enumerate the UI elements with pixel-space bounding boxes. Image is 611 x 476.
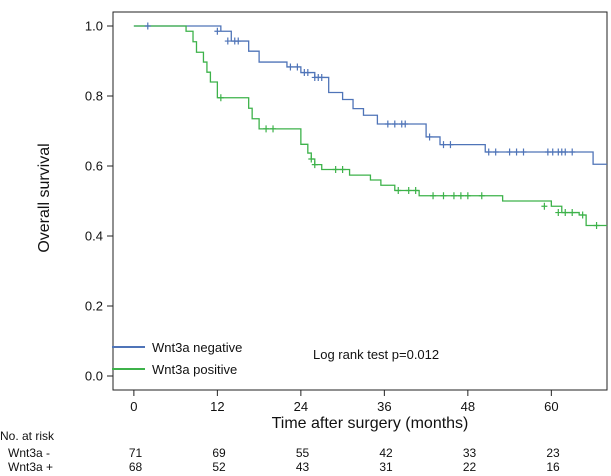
x-axis: 0 12 24 36 48 60 bbox=[130, 390, 559, 414]
censor-mark-wnt3a-negative bbox=[549, 148, 556, 156]
x-tick-label: 24 bbox=[294, 399, 308, 414]
censor-mark-wnt3a-positive bbox=[450, 192, 457, 200]
censor-mark-wnt3a-positive bbox=[332, 166, 339, 173]
censor-mark-wnt3a-negative bbox=[384, 120, 391, 128]
censor-mark-wnt3a-negative bbox=[520, 148, 527, 156]
censor-mark-wnt3a-positive bbox=[308, 155, 315, 163]
censor-mark-wnt3a-positive bbox=[569, 209, 576, 217]
censor-mark-wnt3a-positive bbox=[478, 192, 485, 200]
censor-mark-wnt3a-negative bbox=[506, 148, 513, 156]
censor-mark-wnt3a-negative bbox=[224, 37, 231, 45]
risk-group-label-positive: Wnt3a + bbox=[8, 460, 53, 474]
legend-label-wnt3a-positive: Wnt3a positive bbox=[152, 362, 237, 377]
x-tick-label: 36 bbox=[377, 399, 391, 414]
y-axis: 0.0 0.2 0.4 0.6 0.8 1.0 bbox=[85, 19, 113, 384]
censor-mark-wnt3a-positive bbox=[263, 125, 270, 133]
censor-mark-wnt3a-negative bbox=[569, 148, 576, 156]
risk-value: 42 bbox=[379, 446, 393, 460]
survival-curve-wnt3a-positive bbox=[133, 25, 607, 227]
censor-mark-wnt3a-positive bbox=[555, 209, 562, 217]
censor-mark-wnt3a-positive bbox=[440, 192, 447, 200]
censor-mark-wnt3a-negative bbox=[426, 133, 433, 141]
censor-mark-wnt3a-positive bbox=[412, 187, 419, 194]
censor-mark-wnt3a-positive bbox=[270, 125, 277, 133]
risk-value: 23 bbox=[546, 446, 560, 460]
risk-value: 52 bbox=[212, 460, 226, 474]
censor-mark-wnt3a-negative bbox=[440, 141, 447, 149]
censor-mark-wnt3a-negative bbox=[513, 148, 520, 156]
risk-value: 33 bbox=[463, 446, 477, 460]
legend: Wnt3a negative Wnt3a positive bbox=[112, 340, 242, 377]
risk-table: No. at risk Wnt3a - Wnt3a + 71 69 55 42 33 23… bbox=[0, 429, 560, 474]
censor-mark-wnt3a-negative bbox=[492, 148, 499, 156]
log-rank-annotation: Log rank test p=0.012 bbox=[313, 347, 439, 362]
y-tick-label: 0.2 bbox=[85, 299, 103, 314]
censor-mark-wnt3a-positive bbox=[217, 94, 224, 102]
censor-mark-wnt3a-negative bbox=[235, 37, 242, 45]
censor-mark-wnt3a-positive bbox=[593, 222, 600, 229]
risk-value: 71 bbox=[129, 446, 143, 460]
censor-mark-wnt3a-positive bbox=[457, 192, 464, 200]
y-tick-label: 0.6 bbox=[85, 159, 103, 174]
x-tick-label: 48 bbox=[461, 399, 475, 414]
risk-value: 68 bbox=[129, 460, 143, 474]
censor-mark-wnt3a-negative bbox=[447, 141, 454, 149]
y-tick-label: 1.0 bbox=[85, 19, 103, 34]
y-axis-title: Overall survival bbox=[36, 143, 53, 252]
survival-curve-wnt3a-negative bbox=[133, 25, 607, 165]
risk-value: 69 bbox=[212, 446, 226, 460]
censor-mark-wnt3a-positive bbox=[430, 192, 437, 200]
y-tick-label: 0.8 bbox=[85, 89, 103, 104]
censor-mark-wnt3a-positive bbox=[562, 209, 569, 217]
y-tick-label: 0.4 bbox=[85, 229, 103, 244]
x-tick-label: 60 bbox=[544, 399, 558, 414]
censor-mark-wnt3a-negative bbox=[304, 69, 311, 77]
x-tick-label: 12 bbox=[210, 399, 224, 414]
censor-mark-wnt3a-negative bbox=[485, 148, 492, 156]
x-axis-title: Time after surgery (months) bbox=[272, 415, 469, 432]
censor-mark-wnt3a-negative bbox=[318, 73, 325, 81]
censor-mark-wnt3a-negative bbox=[402, 120, 409, 128]
censor-mark-wnt3a-positive bbox=[464, 192, 471, 200]
censor-mark-wnt3a-positive bbox=[395, 187, 402, 194]
risk-table-title: No. at risk bbox=[0, 429, 55, 443]
censor-mark-wnt3a-positive bbox=[405, 187, 412, 194]
censor-mark-wnt3a-positive bbox=[579, 211, 586, 219]
legend-label-wnt3a-negative: Wnt3a negative bbox=[152, 340, 242, 355]
plot-area: 0.0 0.2 0.4 0.6 0.8 1.0 0 12 24 36 48 60 bbox=[85, 11, 608, 414]
censor-mark-wnt3a-positive bbox=[339, 166, 346, 173]
censor-mark-wnt3a-positive bbox=[541, 202, 548, 210]
risk-value: 43 bbox=[296, 460, 310, 474]
censor-mark-wnt3a-positive bbox=[311, 161, 318, 169]
censor-layer bbox=[144, 22, 600, 229]
censor-mark-wnt3a-negative bbox=[294, 63, 301, 71]
censor-mark-wnt3a-negative bbox=[391, 120, 398, 128]
risk-value: 16 bbox=[546, 460, 560, 474]
risk-values: 71 69 55 42 33 23 68 52 43 31 22 16 bbox=[129, 446, 560, 474]
risk-group-label-negative: Wnt3a - bbox=[8, 446, 50, 460]
plot-frame bbox=[112, 11, 608, 391]
y-tick-label: 0.0 bbox=[85, 369, 103, 384]
risk-value: 31 bbox=[379, 460, 393, 474]
risk-value: 22 bbox=[463, 460, 477, 474]
censor-mark-wnt3a-negative bbox=[287, 63, 294, 71]
censor-mark-wnt3a-negative bbox=[144, 22, 151, 30]
risk-value: 55 bbox=[296, 446, 310, 460]
censor-mark-wnt3a-negative bbox=[562, 148, 569, 156]
series-layer bbox=[133, 25, 607, 227]
censor-mark-wnt3a-negative bbox=[214, 27, 221, 35]
x-tick-label: 0 bbox=[130, 399, 137, 414]
